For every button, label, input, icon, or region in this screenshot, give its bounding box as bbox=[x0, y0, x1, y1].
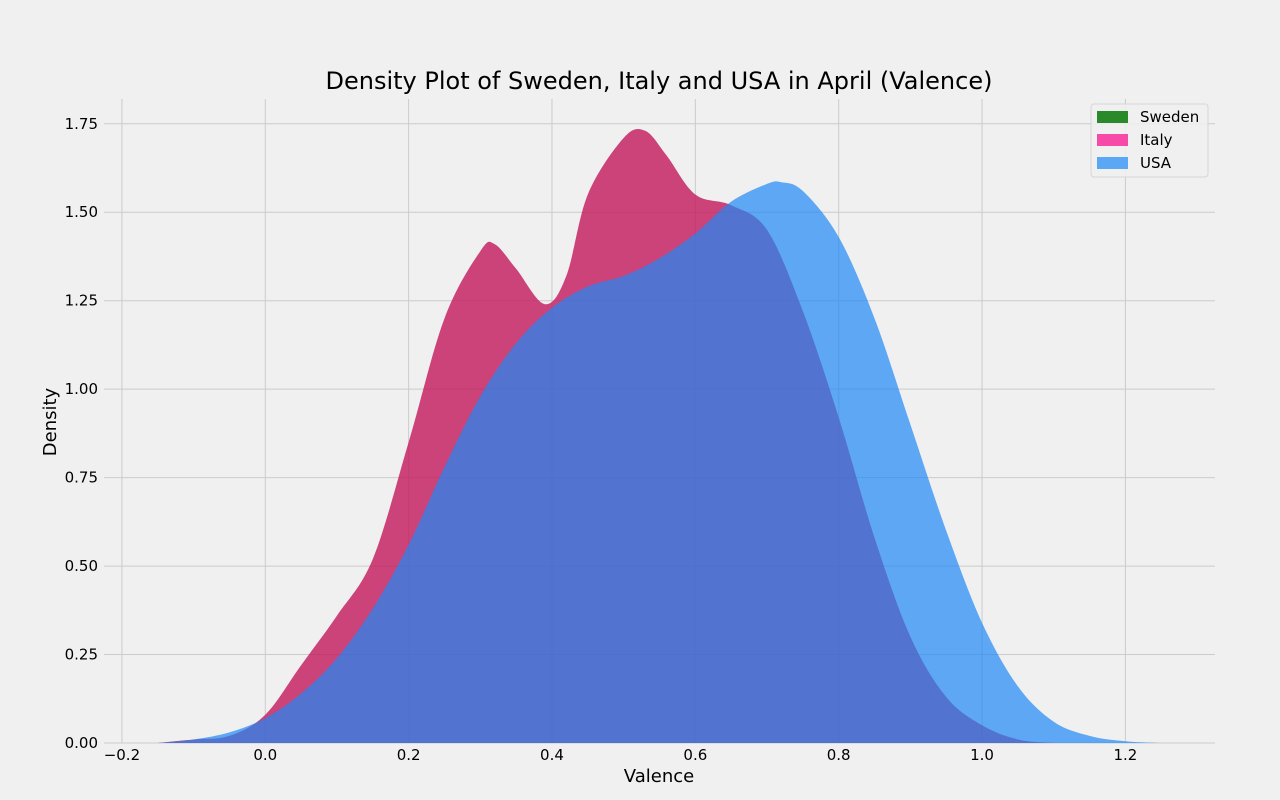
x-tick-label: −0.2 bbox=[104, 746, 140, 764]
density-areas bbox=[157, 128, 1162, 744]
legend-label-sweden: Sweden bbox=[1140, 108, 1199, 126]
legend-swatch-usa bbox=[1097, 157, 1128, 169]
y-tick-label: 1.25 bbox=[65, 292, 98, 310]
y-tick-label: 1.50 bbox=[65, 203, 98, 221]
x-axis-ticks: −0.2 0.0 0.2 0.4 0.6 0.8 1.0 1.2 bbox=[104, 746, 1138, 764]
y-tick-label: 0.25 bbox=[65, 646, 98, 664]
x-axis-label: Valence bbox=[624, 766, 694, 787]
y-tick-label: 0.75 bbox=[65, 469, 98, 487]
y-tick-label: 0.00 bbox=[65, 734, 98, 752]
y-tick-label: 0.50 bbox=[65, 557, 98, 575]
legend-swatch-sweden bbox=[1097, 111, 1128, 123]
legend-swatch-italy bbox=[1097, 134, 1128, 146]
legend-label-italy: Italy bbox=[1140, 131, 1173, 149]
x-tick-label: 1.0 bbox=[970, 746, 994, 764]
y-tick-label: 1.75 bbox=[65, 115, 98, 133]
legend-label-usa: USA bbox=[1140, 154, 1172, 172]
legend: Sweden Italy USA bbox=[1090, 103, 1209, 178]
x-tick-label: 0.8 bbox=[827, 746, 851, 764]
chart-title: Density Plot of Sweden, Italy and USA in… bbox=[326, 67, 993, 95]
x-tick-label: 0.4 bbox=[540, 746, 564, 764]
x-tick-label: 0.0 bbox=[253, 746, 277, 764]
y-axis-label: Density bbox=[40, 387, 61, 456]
x-tick-label: 0.2 bbox=[397, 746, 421, 764]
density-area-usa bbox=[157, 181, 1162, 744]
y-axis-ticks: 0.00 0.25 0.50 0.75 1.00 1.25 1.50 1.75 bbox=[65, 115, 98, 752]
x-tick-label: 0.6 bbox=[683, 746, 707, 764]
y-tick-label: 1.00 bbox=[65, 380, 98, 398]
x-tick-label: 1.2 bbox=[1113, 746, 1137, 764]
